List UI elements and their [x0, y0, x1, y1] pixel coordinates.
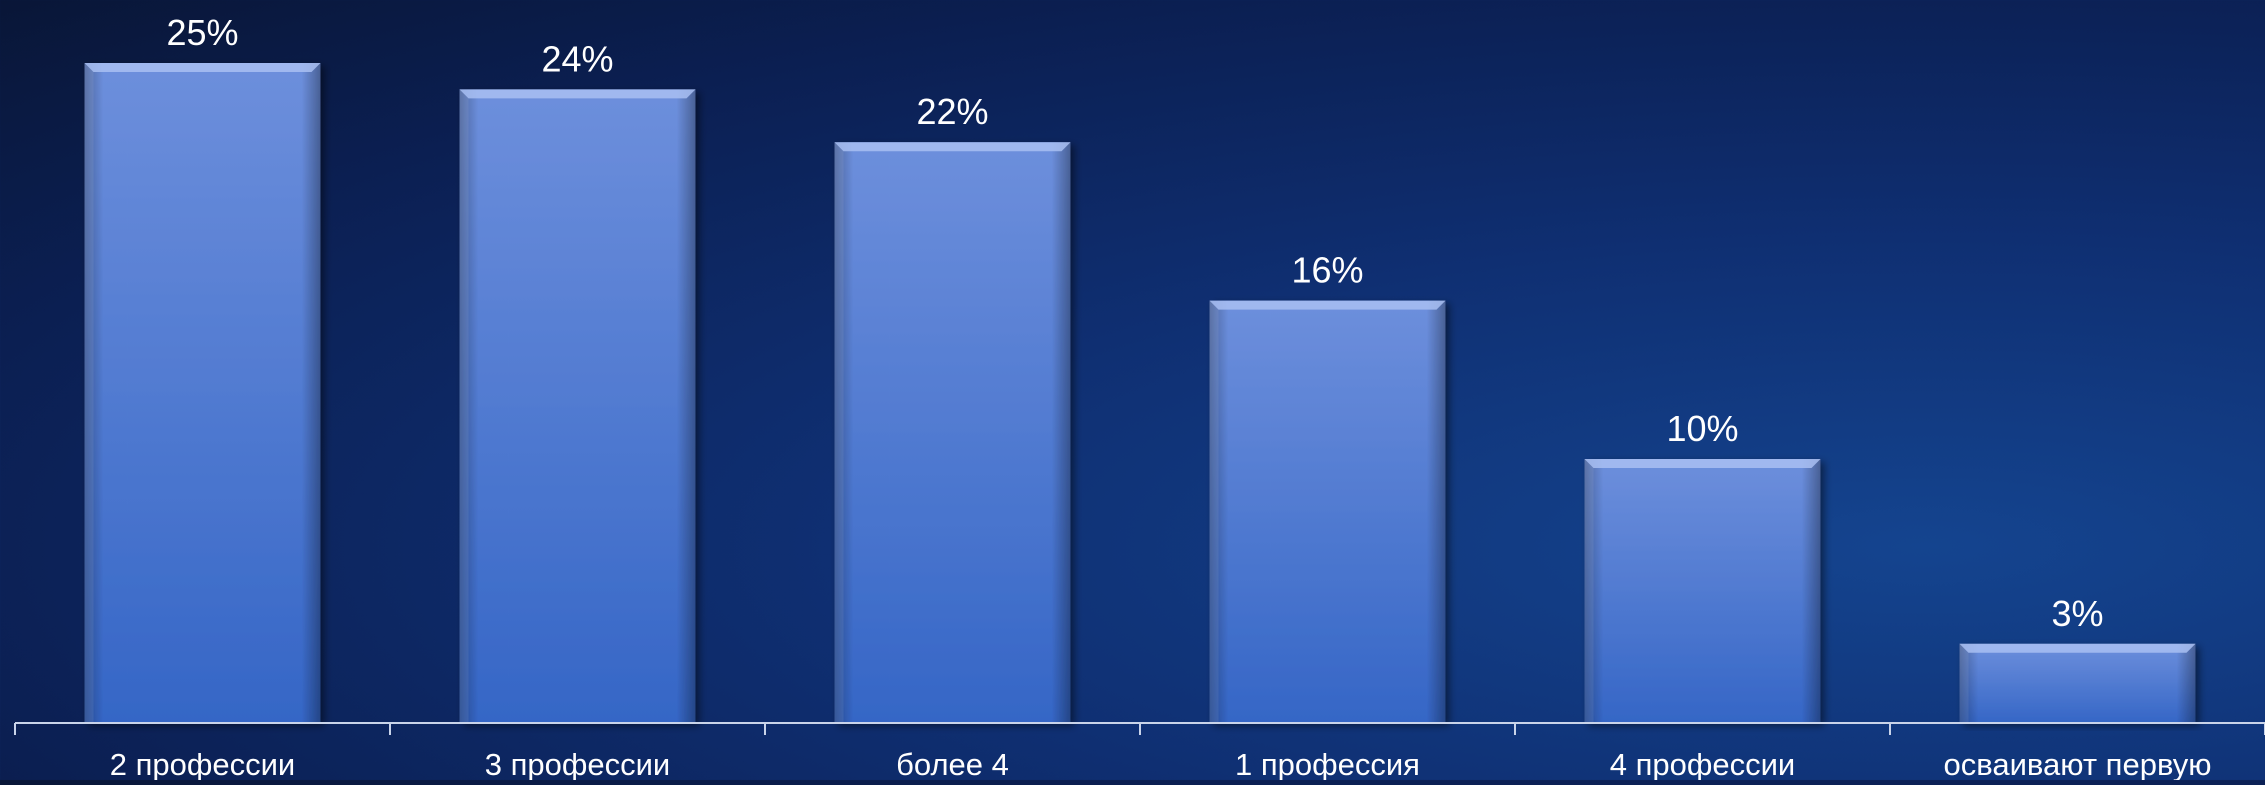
bar-edge [1959, 643, 1969, 723]
bar-shading [1209, 300, 1446, 723]
data-label: 22% [916, 91, 988, 132]
bar-edge [84, 63, 94, 723]
bar [84, 63, 321, 723]
bar-shading [1584, 459, 1821, 723]
x-axis [14, 722, 2265, 735]
bar-bevel [84, 63, 321, 72]
x-tick-label: 4 профессии [1610, 747, 1796, 780]
bar-bevel [1959, 643, 2196, 653]
bar-edge [834, 142, 844, 723]
bar-shading [834, 142, 1071, 723]
bar [1959, 643, 2196, 723]
bars-layer [84, 63, 2196, 723]
data-label: 10% [1666, 408, 1738, 449]
x-tick-label: 3 профессии [485, 747, 671, 780]
bar-bevel [834, 142, 1071, 152]
bar-edge [1584, 459, 1594, 723]
bar-edge [1209, 300, 1219, 723]
data-label: 16% [1291, 250, 1363, 291]
data-label: 24% [541, 38, 613, 79]
x-tick-label: осваивают первую [1944, 747, 2212, 780]
bar [834, 142, 1071, 723]
bar [459, 89, 696, 723]
bar-shading [1959, 643, 2196, 723]
bar-bevel [459, 89, 696, 99]
x-tick-label: более 4 [896, 747, 1009, 780]
data-label: 3% [2051, 593, 2103, 634]
bar-shading [459, 89, 696, 723]
bar [1209, 300, 1446, 723]
bar [1584, 459, 1821, 723]
x-tick-label: 1 профессия [1235, 747, 1420, 780]
x-tick-label: 2 профессии [110, 747, 296, 780]
bar-bevel [1584, 459, 1821, 468]
bar-shading [84, 63, 321, 723]
data-label: 25% [166, 12, 238, 53]
labels-layer: 25% 2 профессии 24% 3 профессии 22% более 4 16… [110, 12, 2212, 782]
bar-bevel [1209, 300, 1446, 310]
bar-edge [459, 89, 469, 723]
